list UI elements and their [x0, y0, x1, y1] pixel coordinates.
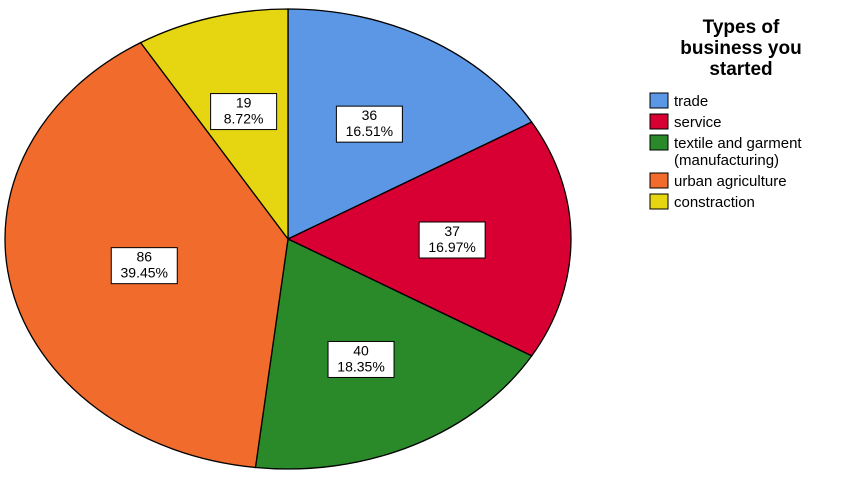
data-label-value: 86 — [136, 249, 152, 265]
data-label-percent: 16.97% — [428, 239, 475, 255]
legend-label: service — [674, 114, 722, 131]
legend-item-textile-and-garment-manufacturing: textile and garment (manufacturing) — [649, 134, 802, 169]
data-label-percent: 8.72% — [224, 111, 264, 127]
legend-label: constraction — [674, 194, 755, 211]
legend-item-service: service — [649, 113, 722, 131]
legend-swatch — [649, 193, 669, 210]
legend-title: Types of business you started — [680, 17, 801, 80]
legend-swatch — [649, 172, 669, 189]
data-label-value: 37 — [444, 223, 460, 239]
legend-swatch — [649, 113, 669, 130]
data-label-box — [418, 221, 486, 259]
legend: Types of business you started trade service… — [649, 17, 802, 211]
pie-slices — [4, 8, 572, 470]
pie-slice-trade — [287, 8, 533, 241]
legend-items: trade service textile and garment (manufact… — [649, 92, 802, 211]
data-label-percent: 18.35% — [337, 358, 384, 374]
data-label-percent: 16.51% — [346, 123, 393, 139]
data-label-value: 36 — [362, 107, 378, 123]
data-label-box — [210, 93, 278, 131]
legend-title-line: Types of — [703, 17, 780, 38]
legend-swatch — [649, 92, 669, 109]
legend-item-urban-agriculture: urban agriculture — [649, 172, 787, 190]
data-label-box — [327, 340, 395, 378]
data-label-box — [110, 247, 178, 285]
legend-title-line: started — [709, 59, 772, 80]
legend-label: textile and garment (manufacturing) — [674, 135, 802, 169]
legend-title-line: business you — [680, 38, 801, 59]
data-label-constraction: 198.72% — [210, 93, 278, 131]
data-label-value: 19 — [236, 95, 252, 111]
legend-label: trade — [674, 93, 708, 110]
legend-item-constraction: constraction — [649, 193, 755, 211]
data-label-value: 40 — [353, 342, 369, 358]
data-label-box — [335, 105, 403, 143]
legend-swatch — [649, 134, 669, 151]
legend-item-trade: trade — [649, 92, 708, 110]
legend-label: urban agriculture — [674, 173, 787, 190]
data-label-percent: 39.45% — [121, 265, 168, 281]
